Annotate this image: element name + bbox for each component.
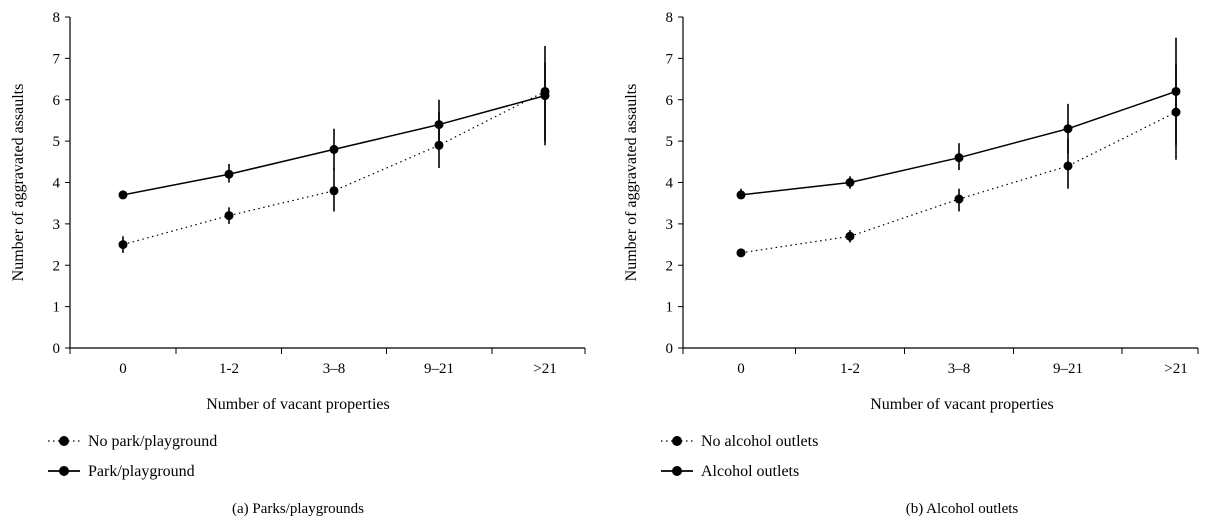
x-tick-label: 0 bbox=[119, 361, 127, 377]
data-point bbox=[1063, 161, 1073, 171]
data-point bbox=[329, 144, 339, 154]
x-tick-label: 3–8 bbox=[323, 361, 346, 377]
data-point bbox=[954, 194, 964, 204]
y-axis-label: Number of aggravated assaults bbox=[10, 84, 27, 282]
data-point bbox=[845, 178, 855, 187]
chart-caption: (a) Parks/playgrounds bbox=[232, 501, 364, 517]
y-tick-label: 6 bbox=[53, 93, 61, 109]
legend-marker bbox=[672, 436, 682, 446]
data-point bbox=[736, 190, 746, 200]
y-tick-label: 3 bbox=[666, 217, 674, 233]
data-point bbox=[1171, 86, 1181, 96]
y-tick-label: 4 bbox=[53, 176, 61, 192]
x-tick-label: 9–21 bbox=[1053, 361, 1083, 377]
y-tick-label: 8 bbox=[666, 10, 674, 26]
legend-label: Alcohol outlets bbox=[701, 463, 799, 480]
data-point bbox=[1063, 124, 1073, 134]
y-tick-label: 5 bbox=[53, 134, 61, 150]
chart-caption: (b) Alcohol outlets bbox=[906, 501, 1019, 517]
y-tick-label: 6 bbox=[666, 93, 674, 109]
legend-label: No alcohol outlets bbox=[701, 433, 818, 450]
x-axis-label: Number of vacant properties bbox=[870, 396, 1053, 413]
data-point bbox=[845, 231, 855, 241]
x-tick-label: 1-2 bbox=[219, 361, 239, 377]
data-point bbox=[736, 248, 746, 258]
x-tick-label: >21 bbox=[1164, 361, 1187, 377]
y-tick-label: 2 bbox=[53, 258, 61, 274]
y-tick-label: 4 bbox=[666, 176, 674, 192]
series-line-1 bbox=[740, 111, 1177, 254]
data-point bbox=[540, 91, 550, 101]
x-axis-label: Number of vacant properties bbox=[206, 396, 389, 413]
legend-marker bbox=[672, 466, 682, 476]
y-tick-label: 0 bbox=[53, 341, 61, 357]
legend-label: Park/playground bbox=[88, 463, 195, 480]
x-tick-label: 1-2 bbox=[840, 361, 860, 377]
chart-panel-1: 0 1 2 3 4 5 6 7 8 0 1-2 3–8 9–21 >21 Number of vacant … bbox=[10, 10, 586, 517]
data-point bbox=[434, 120, 444, 130]
x-tick-label: 9–21 bbox=[424, 361, 454, 377]
data-point bbox=[329, 186, 339, 196]
y-tick-label: 3 bbox=[53, 217, 61, 233]
data-point bbox=[118, 240, 128, 250]
y-tick-label: 7 bbox=[53, 51, 61, 67]
y-tick-label: 7 bbox=[666, 51, 674, 67]
y-tick-label: 5 bbox=[666, 134, 674, 150]
y-tick-label: 2 bbox=[666, 258, 674, 274]
legend-marker bbox=[59, 436, 69, 446]
chart-panel-2: 0 1 2 3 4 5 6 7 8 0 1-2 3–8 9–21 >21 Number of vacant … bbox=[623, 10, 1199, 517]
data-point bbox=[954, 153, 964, 163]
x-tick-label: 0 bbox=[737, 361, 745, 377]
y-tick-label: 8 bbox=[53, 10, 61, 26]
y-tick-label: 1 bbox=[53, 300, 61, 316]
data-point bbox=[118, 190, 128, 200]
y-tick-label: 1 bbox=[666, 300, 674, 316]
legend-label: No park/playground bbox=[88, 433, 217, 450]
y-axis-label: Number of aggravated assaults bbox=[623, 84, 640, 282]
legend-marker bbox=[59, 466, 69, 476]
x-tick-label: >21 bbox=[533, 361, 556, 377]
data-point bbox=[224, 211, 234, 221]
data-point bbox=[224, 169, 234, 179]
x-tick-label: 3–8 bbox=[948, 361, 971, 377]
y-tick-label: 0 bbox=[666, 341, 674, 357]
